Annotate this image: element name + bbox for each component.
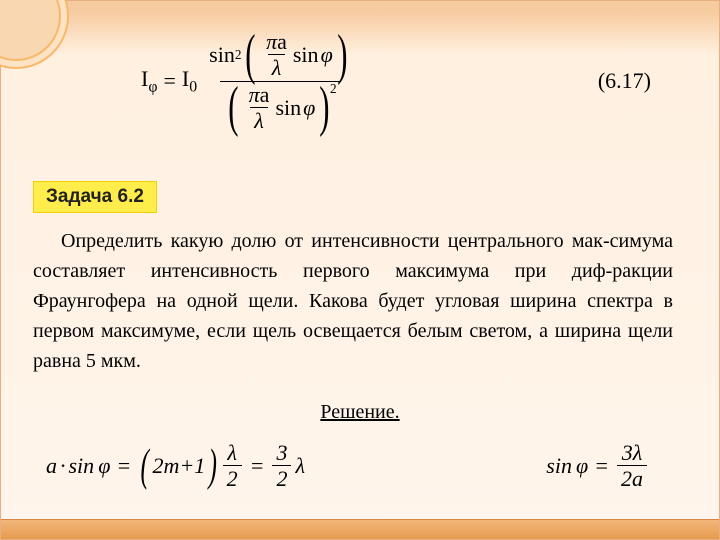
eq-left-1: = bbox=[116, 453, 131, 479]
lp-top: ( bbox=[246, 33, 256, 78]
plus1: +1 bbox=[179, 453, 205, 479]
a-bot: a bbox=[260, 82, 270, 107]
sin-label: sin bbox=[209, 43, 235, 66]
sym-I0-0: 0 bbox=[189, 78, 197, 95]
solution-eq-2: sin φ = 3λ 2a bbox=[546, 441, 649, 490]
eq-right: = bbox=[594, 453, 609, 479]
solution-label: Решение. bbox=[1, 401, 719, 424]
lambda-over-2: λ 2 bbox=[223, 441, 242, 490]
lambda-top: λ bbox=[272, 55, 282, 80]
phi-right: φ bbox=[576, 453, 588, 479]
sym-phi-sub: φ bbox=[148, 78, 157, 95]
sin-inner-top: sin bbox=[293, 43, 319, 66]
three-over-2: 3 2 bbox=[272, 441, 291, 490]
phi-inner-top: φ bbox=[321, 43, 333, 66]
3lambda-over-2a: 3λ 2a bbox=[617, 441, 647, 490]
lp-2m1: ( bbox=[141, 445, 149, 484]
solution-eq-1: a · sin φ = ( 2m +1 ) λ 2 = 3 2 λ bbox=[46, 441, 305, 490]
sin-inner-bot: sin bbox=[275, 96, 301, 119]
lambda-bot: λ bbox=[254, 108, 264, 133]
two-m: 2 bbox=[153, 453, 164, 479]
lambda-right: λ bbox=[295, 453, 305, 479]
lp-bot: ( bbox=[228, 85, 238, 130]
pia-over-lambda-bot: πa λ bbox=[245, 83, 274, 132]
sin-right: sin bbox=[546, 453, 572, 479]
two-a: 2a bbox=[621, 466, 643, 491]
den-sq: 2 bbox=[330, 82, 337, 96]
three-lambda: 3λ bbox=[622, 440, 643, 465]
task-badge: Задача 6.2 bbox=[33, 181, 157, 213]
phi-left: φ bbox=[98, 453, 110, 479]
rp-2m1: ) bbox=[209, 445, 217, 484]
sym-eq: = bbox=[163, 68, 175, 94]
rp-top: ) bbox=[337, 33, 347, 78]
lambda-mid: λ bbox=[227, 440, 237, 465]
equation-main-expression: Iφ = I0 sin2 ( πa λ sin bbox=[141, 30, 357, 131]
sin-left: sin bbox=[69, 453, 95, 479]
body-paragraph: Определить какую долю от интенсивности ц… bbox=[33, 226, 673, 376]
phi-inner-bot: φ bbox=[303, 96, 315, 119]
num-3: 3 bbox=[272, 441, 291, 465]
dot: · bbox=[60, 453, 66, 479]
bottom-strip bbox=[1, 519, 719, 539]
slide: Iφ = I0 sin2 ( πa λ sin bbox=[0, 0, 720, 540]
den-2-right: 2 bbox=[272, 465, 291, 490]
corner-decoration bbox=[0, 0, 61, 61]
eq-left-2: = bbox=[250, 453, 265, 479]
rp-bot: ) bbox=[319, 85, 329, 130]
equation-number: (6.17) bbox=[598, 68, 651, 94]
sin-sq: 2 bbox=[235, 48, 242, 62]
problem-statement: Определить какую долю от интенсивности ц… bbox=[33, 226, 673, 376]
pi-top: π bbox=[266, 29, 277, 54]
pia-over-lambda-top: πa λ bbox=[262, 30, 291, 79]
a-left: a bbox=[46, 453, 57, 479]
m: m bbox=[164, 453, 180, 479]
solution-equations: a · sin φ = ( 2m +1 ) λ 2 = 3 2 λ sin bbox=[46, 441, 649, 490]
a-top: a bbox=[277, 29, 287, 54]
equation-6-17: Iφ = I0 sin2 ( πa λ sin bbox=[141, 11, 651, 151]
main-fraction: sin2 ( πa λ sin φ ) ( bbox=[205, 30, 355, 131]
den-2-mid: 2 bbox=[223, 465, 242, 490]
